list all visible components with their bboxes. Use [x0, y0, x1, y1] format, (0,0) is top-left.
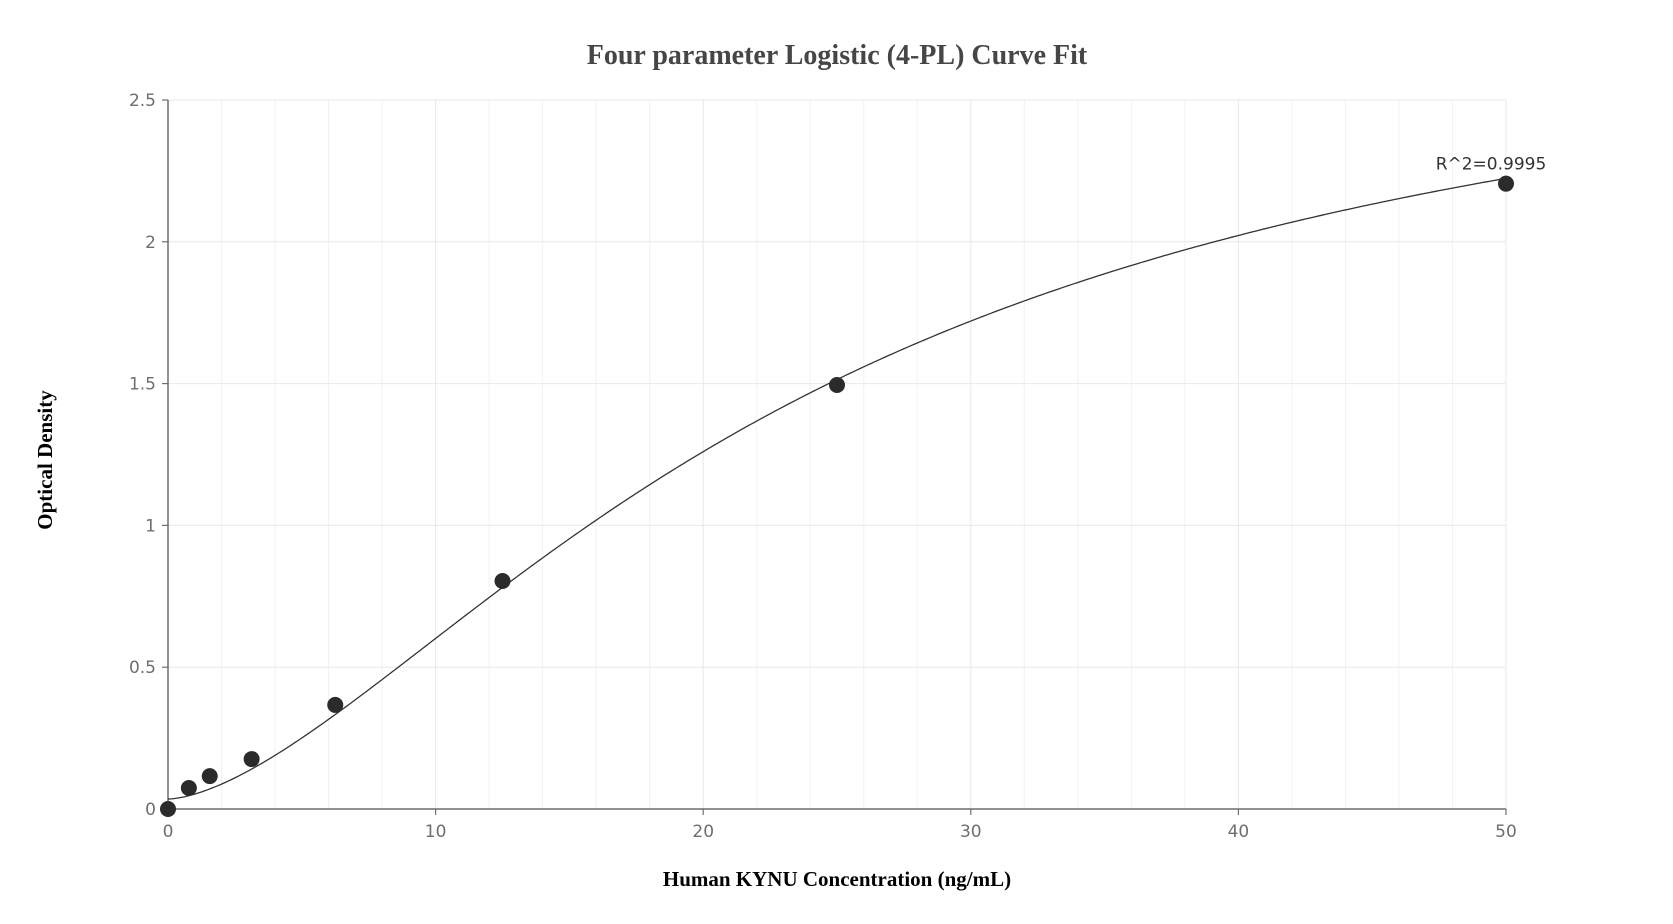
data-point — [327, 696, 344, 713]
x-axis-ticks: 0 10 20 30 40 50 — [163, 809, 1517, 842]
x-tick-label: 0 — [163, 822, 174, 842]
data-point — [180, 780, 197, 797]
data-point — [243, 751, 260, 768]
data-point — [1498, 175, 1514, 192]
y-tick-label: 2.5 — [129, 91, 156, 111]
y-tick-label: 1.5 — [129, 375, 156, 395]
data-point — [160, 801, 176, 817]
fit-curve-line — [167, 177, 1507, 800]
axes — [167, 100, 1506, 810]
r-squared-annotation: R^2=0.9995 — [1436, 155, 1547, 175]
x-tick-label: 10 — [425, 822, 447, 842]
data-point — [494, 572, 511, 589]
x-tick-label: 50 — [1495, 822, 1517, 842]
y-tick-label: 1 — [145, 516, 156, 536]
x-tick-label: 20 — [692, 822, 714, 842]
y-tick-label: 0 — [145, 800, 156, 820]
x-tick-label: 40 — [1228, 822, 1250, 842]
data-point — [201, 768, 218, 785]
y-axis-title: Optical Density — [33, 390, 57, 530]
y-tick-label: 0.5 — [129, 658, 156, 678]
y-axis-ticks: 0 0.5 1 1.5 2 2.5 — [129, 91, 168, 820]
minor-gridlines — [221, 100, 1453, 809]
data-point — [829, 377, 845, 394]
chart-title: Four parameter Logistic (4-PL) Curve Fit — [587, 40, 1088, 71]
x-axis-title: Human KYNU Concentration (ng/mL) — [663, 867, 1011, 891]
major-gridlines — [168, 99, 1507, 809]
x-tick-label: 30 — [960, 822, 982, 842]
y-tick-label: 2 — [145, 233, 156, 253]
data-points — [160, 175, 1514, 817]
